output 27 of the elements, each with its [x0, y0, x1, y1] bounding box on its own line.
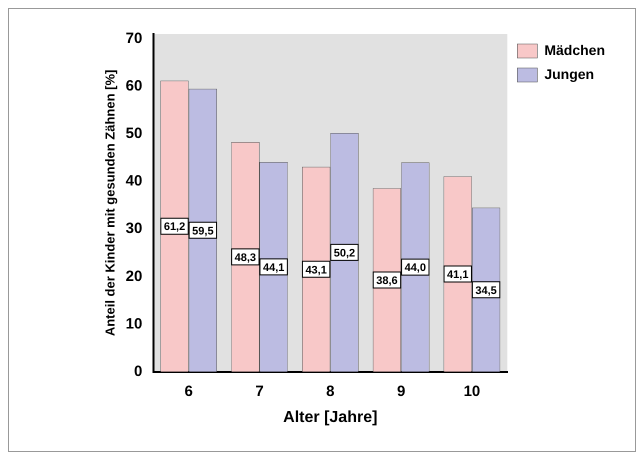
- data-label: 48,3: [234, 252, 256, 264]
- legend-label: Mädchen: [544, 42, 606, 58]
- x-tick-label: 8: [326, 382, 334, 400]
- x-tick-label: 6: [184, 382, 193, 400]
- y-tick-label: 0: [134, 362, 142, 380]
- data-label: 43,1: [305, 264, 327, 276]
- data-label: 34,5: [475, 284, 497, 297]
- y-tick-label: 40: [126, 172, 142, 190]
- x-tick-label: 7: [255, 382, 264, 400]
- y-axis-title: Anteil der Kinder mit gesunden Zähnen [%]: [102, 70, 118, 336]
- x-axis-title: Alter [Jahre]: [283, 408, 378, 426]
- y-tick-label: 30: [126, 220, 142, 238]
- data-label: 44,1: [262, 262, 284, 274]
- y-tick-label: 60: [126, 77, 142, 94]
- x-tick-label: 9: [396, 382, 406, 400]
- data-label: 38,6: [376, 275, 398, 288]
- data-label: 50,2: [334, 247, 356, 260]
- legend-label: Jungen: [544, 66, 594, 82]
- y-tick-label: 70: [126, 30, 142, 47]
- y-tick-label: 10: [126, 315, 142, 332]
- data-label: 61,2: [164, 221, 186, 234]
- data-label: 44,0: [404, 262, 426, 274]
- y-tick-label: 20: [126, 268, 142, 285]
- data-label: 41,1: [447, 269, 468, 282]
- data-label: 59,5: [192, 225, 214, 238]
- y-tick-label: 50: [126, 125, 142, 142]
- x-tick-label: 10: [464, 382, 480, 400]
